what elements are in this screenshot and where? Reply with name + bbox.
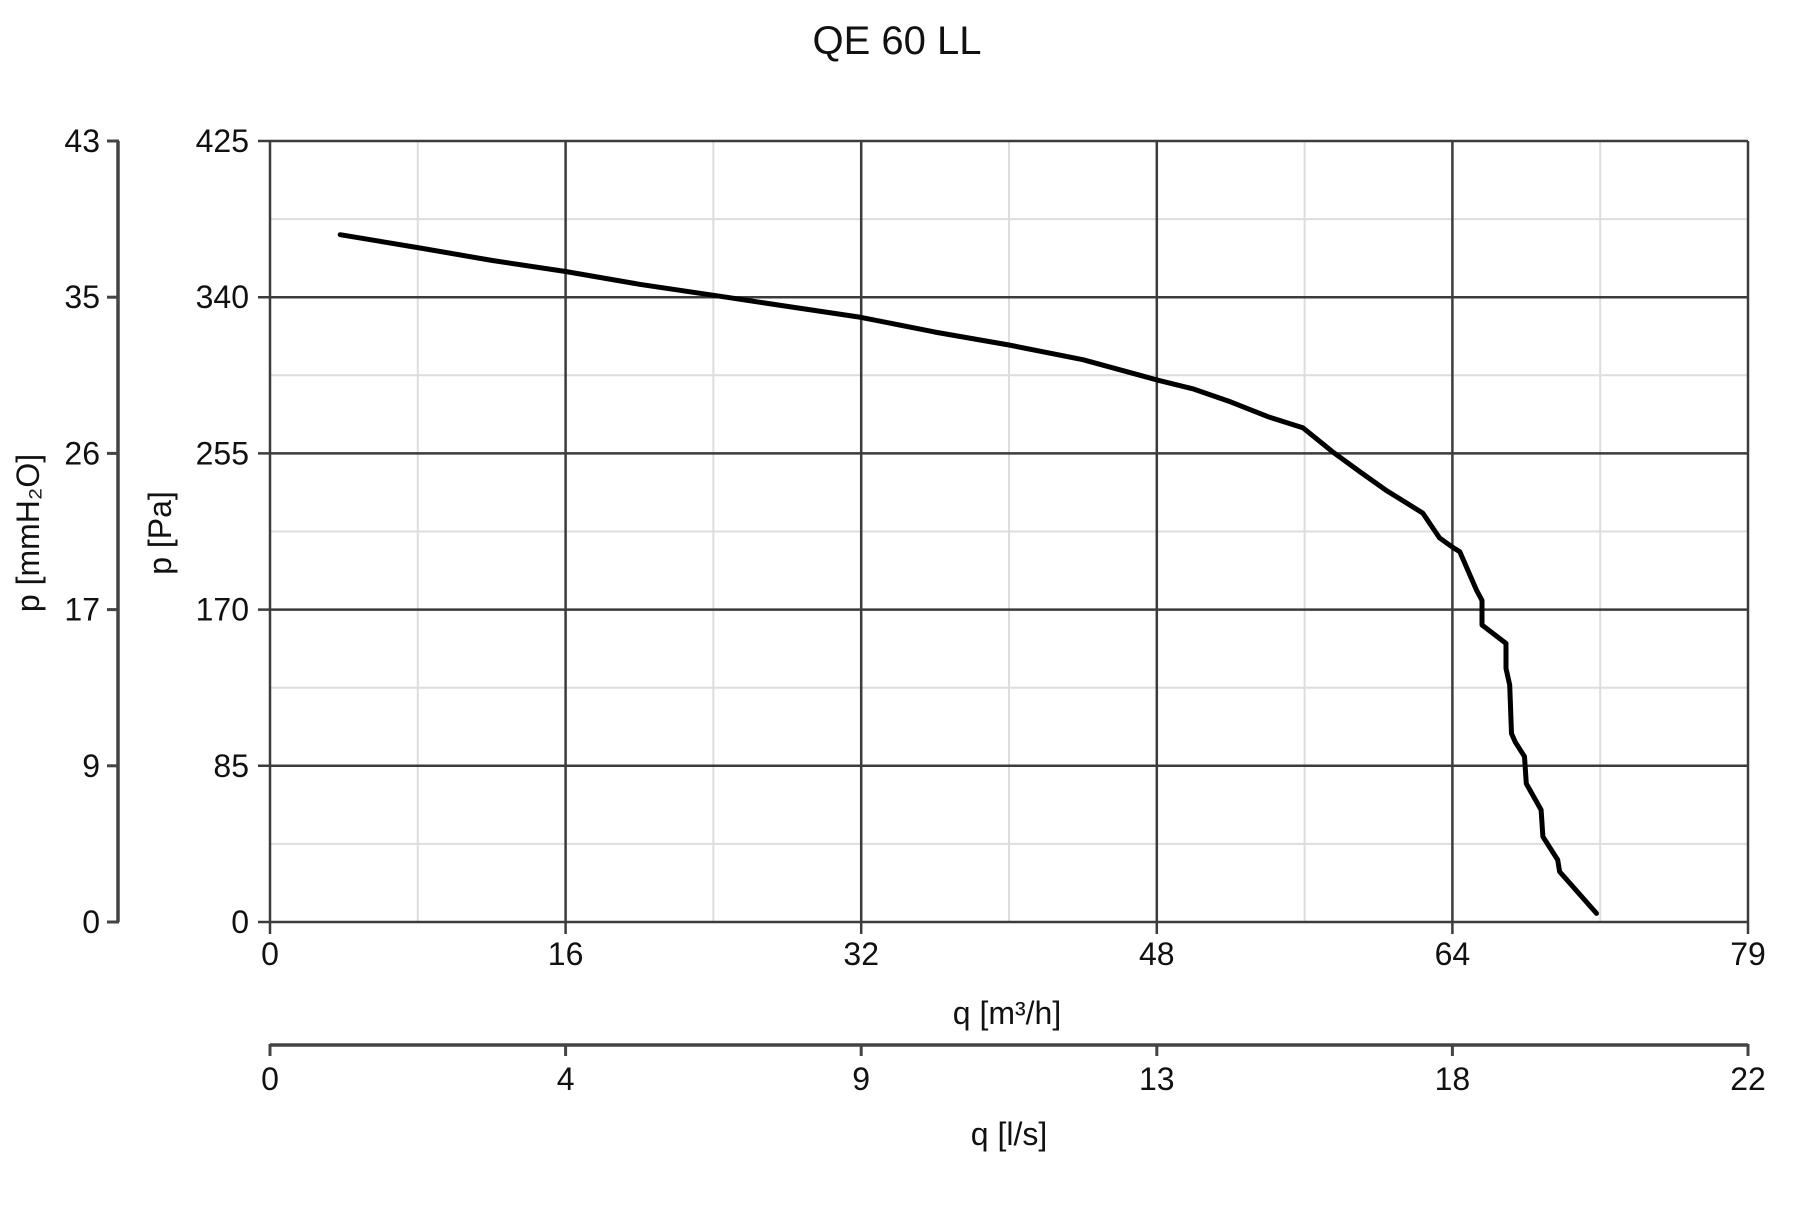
y-tick-label: 170 [196,592,249,628]
x-secondary-tick-label: 22 [1730,1061,1766,1097]
y-axis-label-pa: p [Pa] [142,491,178,575]
y-tick-label: 425 [196,123,249,159]
y-secondary-tick-label: 35 [64,279,100,315]
minor-gridlines [270,141,1748,922]
x-secondary-tick-label: 13 [1139,1061,1175,1097]
y-secondary-tick-label: 17 [64,592,100,628]
y-axis-label-mmh2o: p [mmH₂O] [10,454,46,612]
x-tick-label: 32 [843,936,879,972]
x-tick-label: 0 [261,936,279,972]
x-secondary-tick-label: 4 [557,1061,575,1097]
y-axis-mmh2o: 0 9 17 26 35 43 [64,123,120,940]
y-tick-label: 0 [231,904,249,940]
x-axis-m3h: 0 16 32 48 64 79 [261,936,1766,972]
y-tick-label: 85 [213,748,249,784]
fan-performance-curve [337,232,1599,916]
x-tick-label: 48 [1139,936,1175,972]
y-secondary-tick-label: 0 [82,904,100,940]
y-secondary-tick-label: 26 [64,435,100,471]
chart-title: QE 60 LL [812,19,981,63]
x-secondary-tick-label: 0 [261,1061,279,1097]
x-tick-label: 16 [548,936,584,972]
x-axis-label-ls: q [l/s] [971,1116,1047,1152]
x-axis-label-m3h: q [m³/h] [953,995,1061,1031]
x-secondary-tick-label: 18 [1435,1061,1471,1097]
x-axis-ls: 0 4 9 13 18 22 [261,1043,1766,1097]
y-secondary-tick-label: 43 [64,123,100,159]
x-tick-label: 79 [1730,936,1766,972]
x-tick-label: 64 [1435,936,1471,972]
x-secondary-tick-label: 9 [852,1061,870,1097]
y-tick-label: 255 [196,435,249,471]
y-axis-pa: 0 85 170 255 340 425 [196,123,249,940]
y-secondary-tick-label: 9 [82,748,100,784]
y-tick-label: 340 [196,279,249,315]
